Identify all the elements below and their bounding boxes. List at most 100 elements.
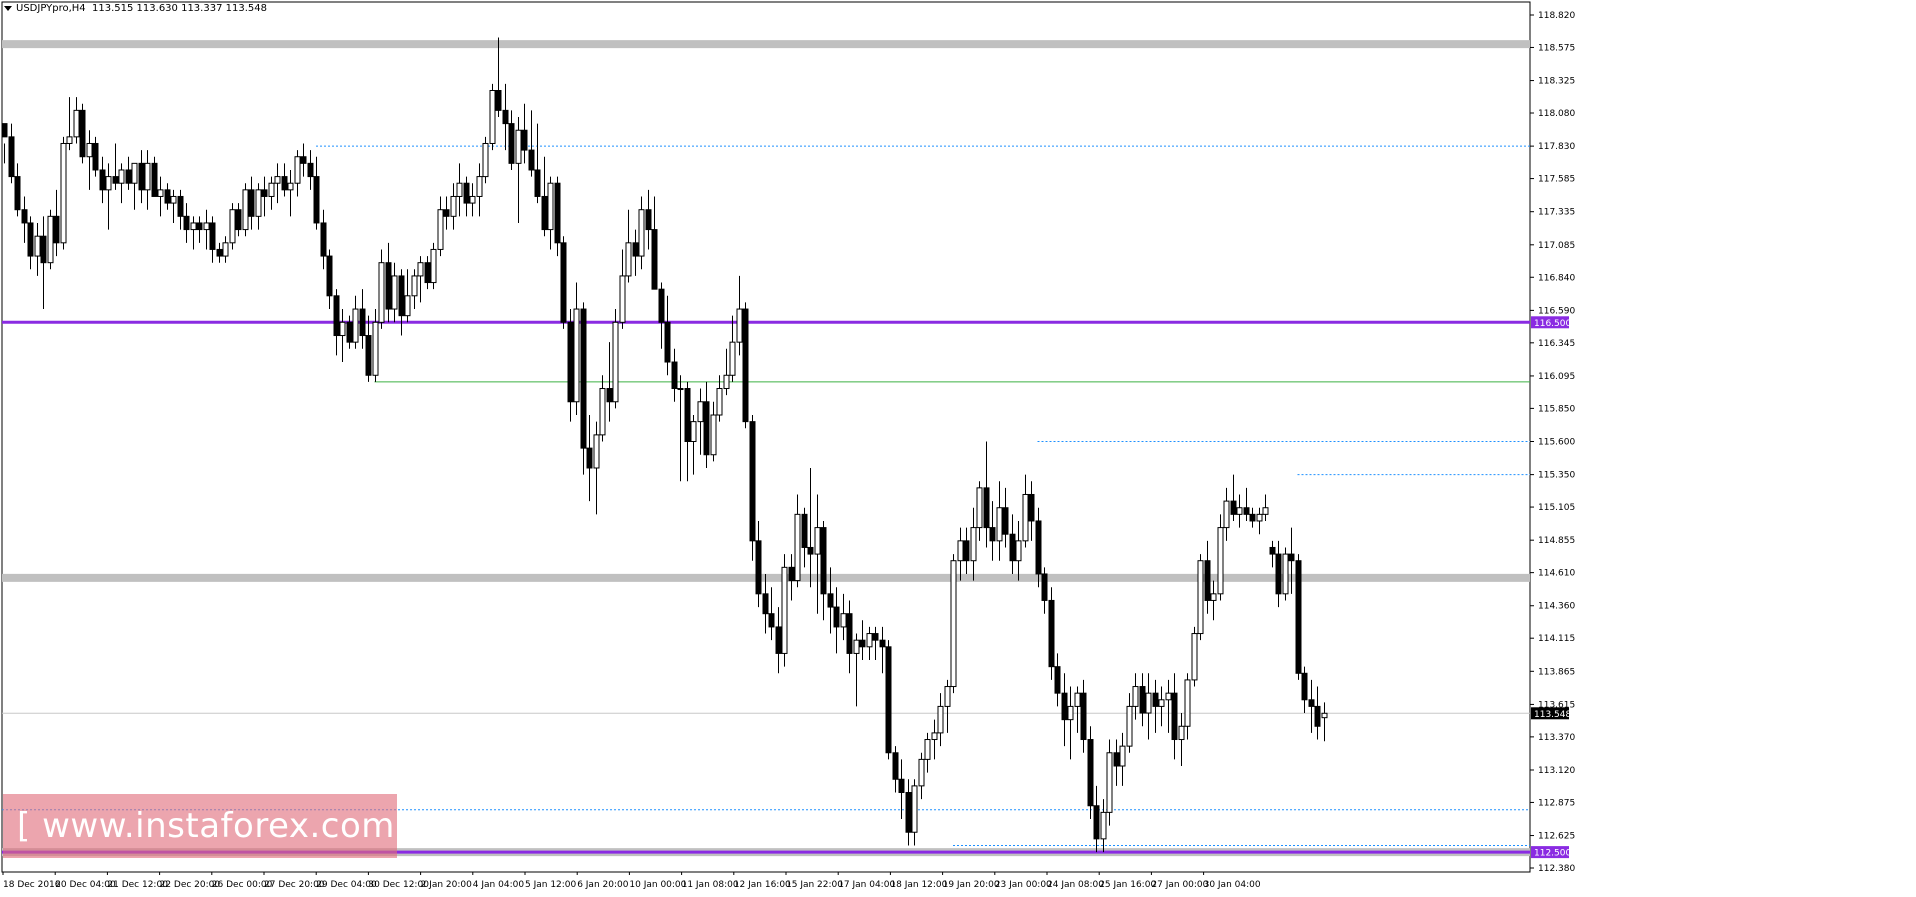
candle-body[interactable] <box>66 136 73 144</box>
candle-body[interactable] <box>1256 513 1263 522</box>
candle-body[interactable] <box>1314 705 1321 727</box>
candle-body[interactable] <box>1087 739 1094 807</box>
candle-body[interactable] <box>1041 573 1048 601</box>
candle-body[interactable] <box>833 606 840 628</box>
candle-body[interactable] <box>222 242 229 257</box>
candle-body[interactable] <box>1275 553 1282 595</box>
candle-body[interactable] <box>677 388 684 391</box>
candle-body[interactable] <box>1321 712 1328 719</box>
candle-body[interactable] <box>632 242 639 257</box>
candle-body[interactable] <box>209 222 216 250</box>
candle-body[interactable] <box>138 162 145 191</box>
candle-body[interactable] <box>1100 811 1107 840</box>
candle-body[interactable] <box>801 513 808 548</box>
candle-body[interactable] <box>664 321 671 363</box>
candle-body[interactable] <box>723 374 730 390</box>
candle-body[interactable] <box>846 613 853 654</box>
candle-body[interactable] <box>1145 692 1152 714</box>
candle-body[interactable] <box>1191 633 1198 681</box>
candle-body[interactable] <box>924 739 931 760</box>
candle-body[interactable] <box>53 215 60 244</box>
candle-body[interactable] <box>567 321 574 403</box>
candle-body[interactable] <box>183 215 190 231</box>
candle-body[interactable] <box>177 195 184 217</box>
candle-body[interactable] <box>235 209 242 231</box>
candle-body[interactable] <box>359 308 366 337</box>
candle-body[interactable] <box>1295 560 1302 674</box>
candle-body[interactable] <box>1067 705 1074 721</box>
candle-body[interactable] <box>21 209 28 224</box>
candle-body[interactable] <box>684 388 691 443</box>
candle-body[interactable] <box>365 335 372 376</box>
candle-body[interactable] <box>14 176 21 211</box>
candle-body[interactable] <box>216 248 223 257</box>
candle-body[interactable] <box>1158 699 1165 707</box>
candle-body[interactable] <box>417 262 424 277</box>
candle-body[interactable] <box>606 388 613 403</box>
candle-body[interactable] <box>125 169 132 184</box>
candle-body[interactable] <box>781 566 788 654</box>
candle-body[interactable] <box>313 176 320 224</box>
candle-body[interactable] <box>827 593 834 608</box>
candle-body[interactable] <box>1165 692 1172 701</box>
candle-body[interactable] <box>957 540 964 562</box>
candle-body[interactable] <box>1269 546 1276 555</box>
candle-body[interactable] <box>560 242 567 323</box>
candle-body[interactable] <box>274 176 281 184</box>
candle-body[interactable] <box>73 109 80 138</box>
candle-body[interactable] <box>502 109 509 125</box>
candle-body[interactable] <box>476 176 483 197</box>
candle-body[interactable] <box>170 195 177 204</box>
candle-body[interactable] <box>482 142 489 178</box>
candle-body[interactable] <box>196 222 203 231</box>
candle-body[interactable] <box>437 209 444 250</box>
candle-body[interactable] <box>963 540 970 562</box>
candle-body[interactable] <box>339 321 346 337</box>
candle-body[interactable] <box>775 626 782 654</box>
candle-body[interactable] <box>573 308 580 403</box>
candle-body[interactable] <box>92 142 99 171</box>
candle-body[interactable] <box>320 222 327 257</box>
candle-body[interactable] <box>326 255 333 297</box>
candle-body[interactable] <box>508 123 515 164</box>
candle-body[interactable] <box>495 89 502 111</box>
candle-body[interactable] <box>1249 513 1256 522</box>
candle-body[interactable] <box>86 142 93 158</box>
candle-body[interactable] <box>638 209 645 257</box>
candle-body[interactable] <box>898 778 905 794</box>
candle-body[interactable] <box>1282 553 1289 595</box>
candle-body[interactable] <box>391 275 398 310</box>
candle-body[interactable] <box>807 546 814 555</box>
candle-body[interactable] <box>118 169 125 184</box>
candle-body[interactable] <box>619 275 626 323</box>
candle-body[interactable] <box>443 209 450 217</box>
candle-body[interactable] <box>580 308 587 449</box>
candle-body[interactable] <box>1126 705 1133 747</box>
candle-body[interactable] <box>1308 699 1315 707</box>
candle-body[interactable] <box>411 275 418 297</box>
candle-body[interactable] <box>690 421 697 442</box>
candle-body[interactable] <box>1152 692 1159 707</box>
candle-body[interactable] <box>294 156 301 184</box>
candle-body[interactable] <box>866 633 873 648</box>
candle-body[interactable] <box>404 295 411 317</box>
candle-body[interactable] <box>242 189 249 231</box>
candle-body[interactable] <box>944 686 951 707</box>
candle-body[interactable] <box>599 388 606 436</box>
candle-body[interactable] <box>1028 493 1035 522</box>
candle-body[interactable] <box>879 639 886 648</box>
candle-body[interactable] <box>742 308 749 423</box>
candle-body[interactable] <box>346 321 353 343</box>
candle-body[interactable] <box>1301 672 1308 701</box>
candle-body[interactable] <box>190 222 197 231</box>
candle-body[interactable] <box>651 229 658 290</box>
candle-body[interactable] <box>469 195 476 204</box>
candle-body[interactable] <box>300 156 307 164</box>
candle-body[interactable] <box>892 752 899 780</box>
candle-body[interactable] <box>703 401 710 456</box>
candle-body[interactable] <box>463 182 470 204</box>
candle-body[interactable] <box>268 182 275 197</box>
candle-body[interactable] <box>60 142 67 244</box>
candle-body[interactable] <box>1243 507 1250 515</box>
